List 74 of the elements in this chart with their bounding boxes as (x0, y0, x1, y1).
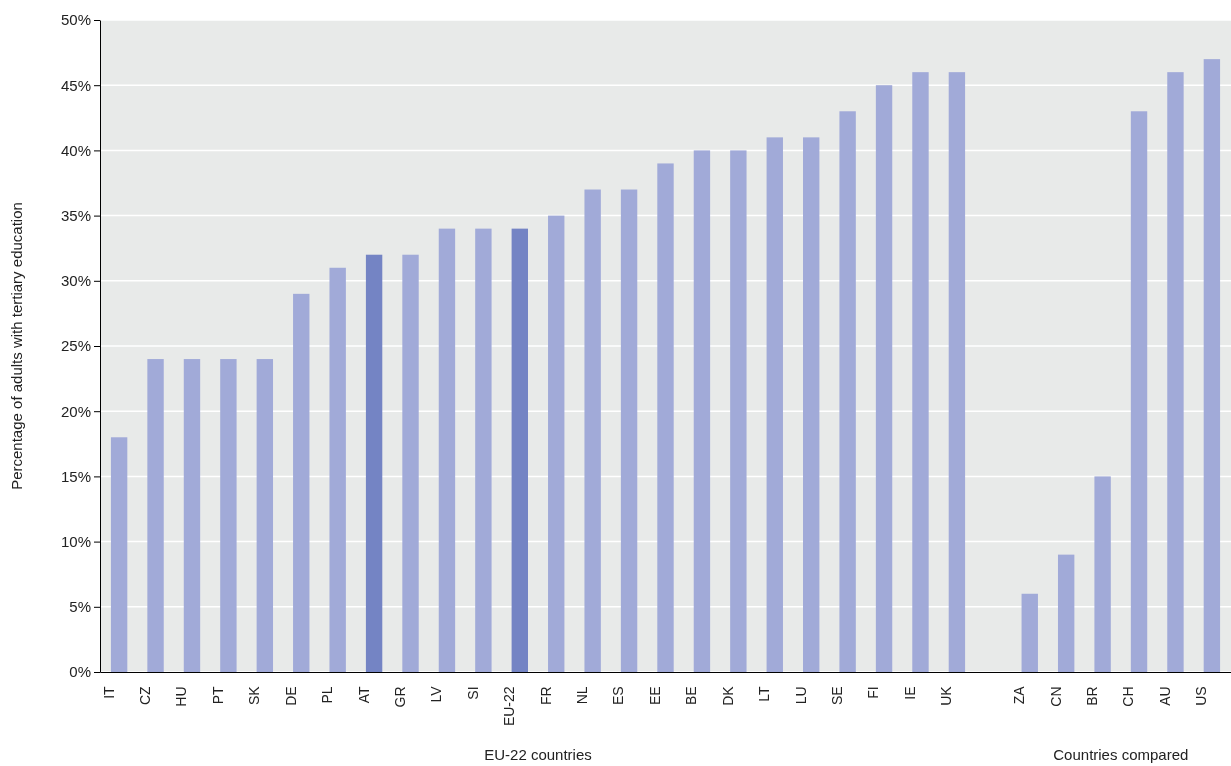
x-tick-label: HU (173, 686, 190, 707)
x-tick-label: DE (282, 686, 299, 706)
x-tick-label: FI (865, 686, 882, 699)
y-tick-label: 20% (60, 402, 91, 420)
x-tick-label: PL (319, 686, 336, 704)
x-tick-label: CN (1047, 686, 1064, 707)
x-tick-label: GR (391, 686, 408, 708)
bar (220, 359, 237, 672)
bar (1167, 72, 1184, 672)
text: Countries compared (1053, 746, 1189, 763)
bar (438, 228, 456, 672)
y-tick-label: 0% (69, 663, 91, 681)
y-tick-label: 5% (69, 598, 91, 616)
y-axis-title: Percentage of adults with tertiary education (8, 202, 25, 490)
x-tick-label: IT (100, 685, 117, 699)
bar (293, 293, 310, 672)
x-tick-label: NL (574, 686, 591, 705)
bar (475, 228, 492, 672)
x-tick-label: SE (829, 686, 846, 706)
x-tick-label: AU (1156, 686, 1173, 706)
y-tick-label: 15% (60, 467, 91, 485)
x-tick-label: ZA (1011, 685, 1028, 705)
y-tick-label: 30% (60, 272, 91, 290)
bar (365, 254, 383, 672)
bar (402, 254, 419, 672)
x-tick-label: IE (901, 686, 918, 700)
y-tick-label: 50% (60, 11, 91, 29)
bar (620, 189, 638, 672)
bar (1130, 111, 1148, 672)
bar (183, 359, 201, 672)
y-tick-label: 45% (60, 76, 91, 94)
bar (912, 72, 929, 672)
x-tick-label: LU (792, 686, 809, 705)
y-tick-label: 35% (60, 206, 91, 224)
bar (147, 359, 164, 672)
x-tick-label: LT (756, 685, 773, 702)
x-tick-label: LV (428, 685, 445, 703)
bar (110, 437, 128, 672)
bar (511, 228, 528, 672)
bar (548, 215, 565, 672)
x-tick-label: BE (683, 686, 700, 706)
y-tick-label: 10% (60, 532, 91, 550)
bar (1203, 59, 1221, 672)
x-tick-label: FR (537, 686, 554, 706)
x-tick-label: DK (719, 685, 736, 706)
x-tick-label: UK (938, 685, 955, 706)
x-tick-label: ES (610, 686, 627, 706)
bar (1094, 476, 1111, 672)
x-tick-label: BR (1084, 686, 1100, 706)
x-tick-label: PT (209, 685, 226, 705)
bar (766, 137, 783, 672)
bar (839, 111, 856, 672)
y-tick-label: 25% (60, 337, 91, 355)
bar (803, 137, 820, 672)
bar (948, 72, 966, 672)
bar (875, 85, 893, 672)
bar (1021, 593, 1038, 672)
bar (329, 267, 346, 672)
bar (584, 189, 601, 672)
bar (256, 359, 274, 672)
bar (730, 150, 747, 672)
y-tick-label: 40% (60, 141, 91, 159)
x-tick-label: CZ (136, 685, 153, 706)
bar (1057, 554, 1075, 672)
text: EU-22 countries (484, 746, 592, 763)
x-tick-label: US (1193, 686, 1210, 706)
x-tick-label: SI (464, 686, 481, 700)
bar (693, 150, 711, 672)
x-tick-label: SK (246, 685, 263, 706)
x-tick-label: EE (646, 686, 663, 706)
bar (657, 163, 674, 672)
x-tick-label: CH (1120, 686, 1137, 707)
x-tick-label: AT (355, 685, 372, 704)
x-tick-label: EU-22 (501, 686, 518, 727)
